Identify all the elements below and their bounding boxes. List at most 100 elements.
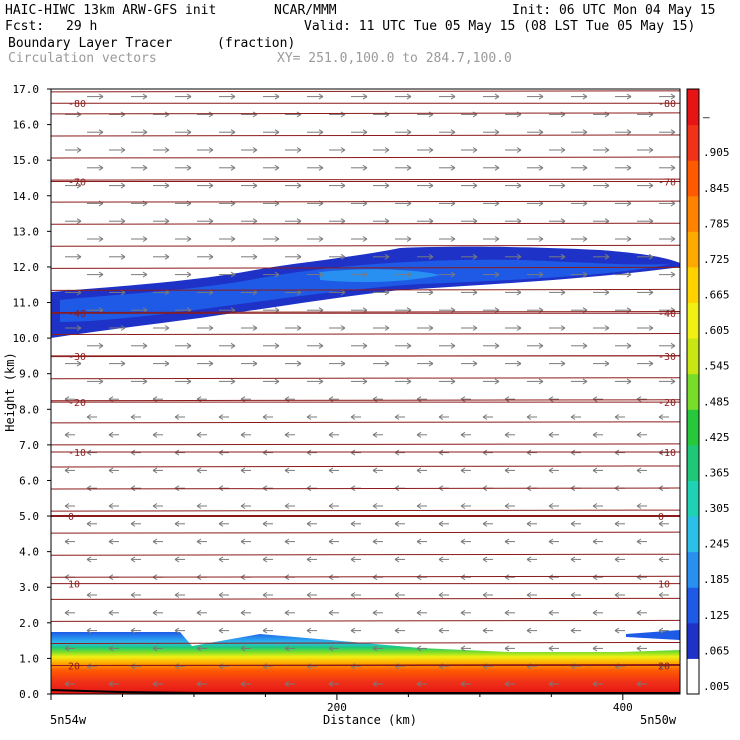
vector-arrow-head: [186, 93, 192, 100]
vector-arrow-head: [538, 93, 544, 100]
vector-arrow-head: [98, 93, 104, 100]
vector-arrow-head: [142, 164, 148, 171]
vector-arrow-head: [186, 378, 192, 385]
vector-arrow-head: [296, 325, 302, 331]
vector-arrow-head: [636, 645, 642, 652]
colorbar-label: .185: [703, 573, 730, 586]
vector-arrow-head: [548, 609, 554, 616]
vector-arrow-head: [362, 93, 368, 100]
vector-arrow-head: [548, 681, 554, 687]
vector-arrow-head: [296, 182, 302, 189]
vector-arrow-head: [428, 147, 434, 153]
colorbar-label: .665: [703, 289, 730, 302]
vector-arrow-head: [230, 129, 236, 136]
vector-arrow-head: [152, 645, 158, 652]
vector-arrow-head: [614, 414, 620, 420]
contour-line: [51, 421, 680, 424]
vector-arrow-head: [284, 681, 290, 687]
vector-arrow-head: [658, 592, 664, 598]
vector-arrow-head: [560, 289, 566, 296]
vector-arrow-head: [582, 129, 588, 136]
vector-arrow-head: [592, 645, 598, 652]
y-tick-label: 7.0: [19, 439, 39, 452]
contour-line: [51, 222, 680, 225]
vector-arrow-head: [460, 431, 466, 438]
vector-arrow-head: [406, 93, 412, 100]
vector-arrow-head: [196, 681, 202, 687]
contour-line: [51, 310, 680, 313]
vector-arrow-head: [340, 253, 346, 260]
vector-arrow-head: [262, 414, 268, 420]
vector-arrow-head: [592, 503, 598, 509]
vector-arrow-head: [394, 592, 400, 598]
y-tick-label: 4.0: [19, 546, 39, 559]
vector-arrow-head: [142, 93, 148, 100]
vector-arrow-head: [262, 556, 268, 563]
vector-arrow-head: [318, 271, 324, 278]
vector-arrow-head: [482, 520, 488, 527]
vector-arrow-head: [582, 164, 588, 171]
vector-arrow-head: [560, 182, 566, 189]
vector-arrow-head: [350, 556, 356, 563]
colorbar-label: .845: [703, 182, 730, 195]
vector-arrow-head: [108, 681, 114, 687]
vector-arrow-head: [164, 182, 170, 189]
vector-arrow-head: [328, 609, 334, 616]
y-axis-label: Height (km): [3, 352, 17, 431]
vector-arrow-head: [142, 378, 148, 385]
contour-label: 0: [658, 512, 664, 523]
vector-arrow-head: [604, 325, 610, 331]
vector-arrow-head: [318, 164, 324, 171]
vector-arrow-head: [538, 164, 544, 171]
vector-arrow-head: [230, 378, 236, 385]
vector-arrow-head: [384, 325, 390, 331]
y-tick-label: 6.0: [19, 474, 39, 487]
contour-line: [51, 178, 680, 181]
vector-arrow-head: [64, 503, 70, 509]
y-tick-label: 17.0: [13, 83, 40, 96]
vector-arrow-head: [504, 645, 510, 652]
vector-arrow-head: [482, 414, 488, 420]
colorbar-label: .605: [703, 324, 730, 337]
right-small-patch: [626, 630, 680, 640]
vector-arrow-head: [284, 431, 290, 438]
vector-arrow-head: [252, 325, 258, 331]
vector-arrow-head: [504, 431, 510, 438]
vector-arrow-head: [186, 164, 192, 171]
vector-arrow-head: [218, 627, 224, 634]
vector-arrow-head: [636, 609, 642, 616]
vector-arrow-head: [218, 414, 224, 420]
vector-arrow-head: [120, 147, 126, 153]
vector-arrow-head: [460, 681, 466, 687]
vector-arrow-head: [372, 467, 378, 474]
vector-arrow-head: [76, 182, 82, 189]
colorbar-label: .065: [703, 644, 730, 657]
vector-arrow-head: [472, 325, 478, 331]
vector-arrow-head: [164, 325, 170, 331]
colorbar-label: .785: [703, 217, 730, 230]
vector-arrow-head: [658, 414, 664, 420]
vector-arrow-head: [582, 342, 588, 349]
vector-arrow-head: [670, 129, 676, 136]
vector-arrow-head: [582, 378, 588, 385]
vector-arrow-head: [274, 164, 280, 171]
vector-arrow-head: [570, 592, 576, 598]
colorbar-swatch: [687, 231, 699, 268]
tracer-field: [51, 246, 680, 694]
vector-arrow-head: [592, 609, 598, 616]
field-units: (fraction): [217, 36, 296, 51]
upper-tracer-peak: [320, 269, 440, 283]
vector-arrow-head: [406, 342, 412, 349]
vector-arrow-head: [648, 147, 654, 153]
y-tick-label: 3.0: [19, 581, 39, 594]
contour-line: [51, 443, 680, 446]
vector-arrow-head: [196, 431, 202, 438]
colorbar-swatch: [687, 195, 699, 232]
vector-arrow-head: [240, 645, 246, 652]
contour-label: -30: [658, 352, 676, 363]
vector-arrow-head: [450, 342, 456, 349]
vector-arrow-head: [98, 164, 104, 171]
vector-arrow-head: [582, 93, 588, 100]
vector-arrow-head: [240, 467, 246, 474]
valid-time: Valid: 11 UTC Tue 05 May 15 (08 LST Tue …: [304, 19, 696, 34]
